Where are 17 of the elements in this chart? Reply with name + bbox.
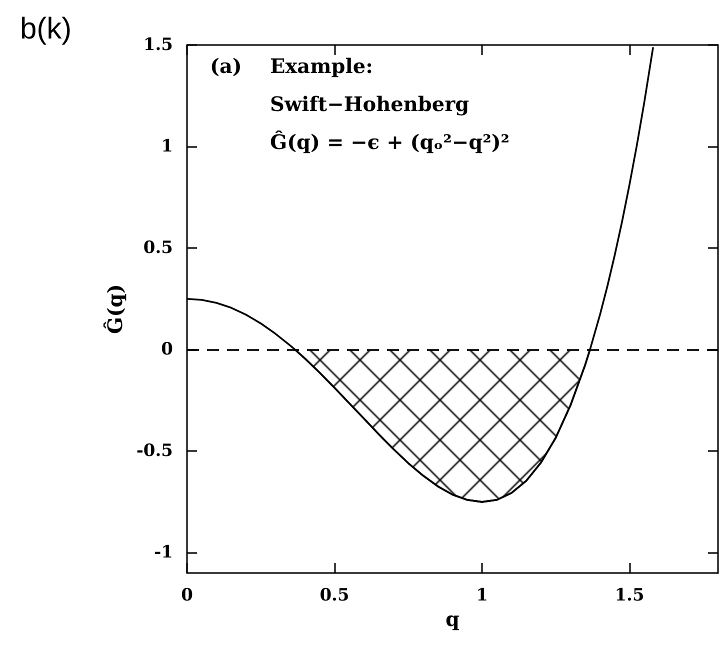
y-tick-label: -1 [154, 542, 173, 563]
annotation: Ĝ(q) = −ϵ + (qₒ²−q²)² [270, 130, 510, 154]
y-tick-label: -0.5 [136, 441, 173, 462]
x-tick-label: 0 [181, 586, 194, 606]
annotation: Swift−Hohenberg [270, 92, 470, 116]
y-axis-title: Ĝ(q) [103, 284, 127, 334]
annotation: (a) [210, 54, 242, 78]
x-tick-label: 0.5 [320, 586, 350, 606]
x-tick-label: 1 [476, 586, 488, 606]
x-tick-label: 1.5 [614, 586, 644, 606]
x-axis-title: q [446, 607, 460, 631]
y-tick-label: 0.5 [143, 238, 173, 258]
y-tick-label: 1.5 [143, 35, 173, 55]
text: b(k) [20, 12, 72, 46]
y-tick-label: 0 [161, 340, 174, 360]
y-tick-label: 1 [161, 136, 173, 157]
annotation: Example: [270, 54, 373, 78]
